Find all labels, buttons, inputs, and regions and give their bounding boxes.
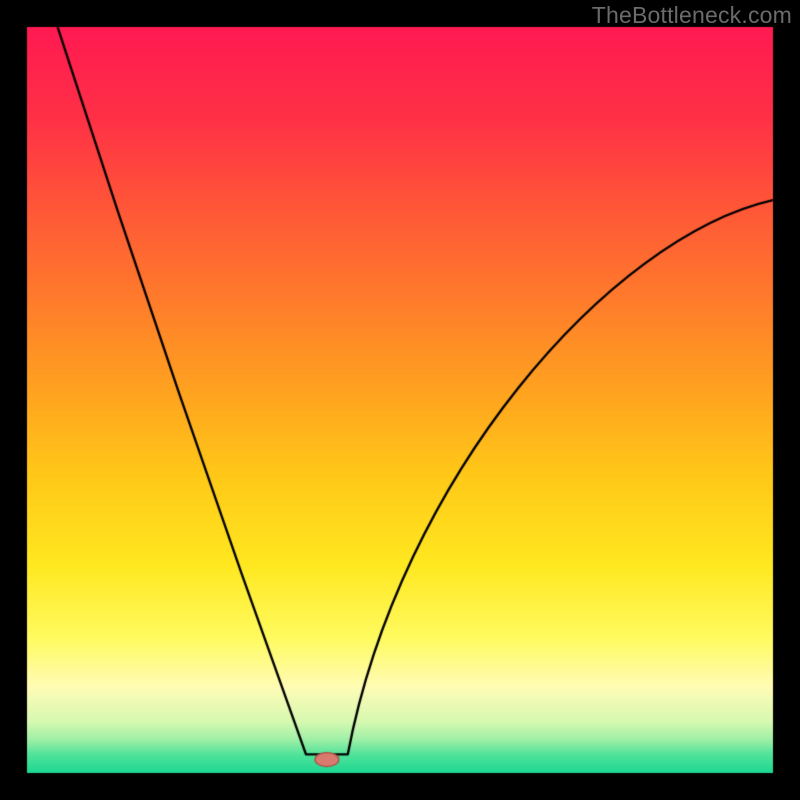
chart-curve-canvas — [0, 0, 800, 800]
watermark-label: TheBottleneck.com — [592, 2, 792, 29]
chart-stage: TheBottleneck.com — [0, 0, 800, 800]
